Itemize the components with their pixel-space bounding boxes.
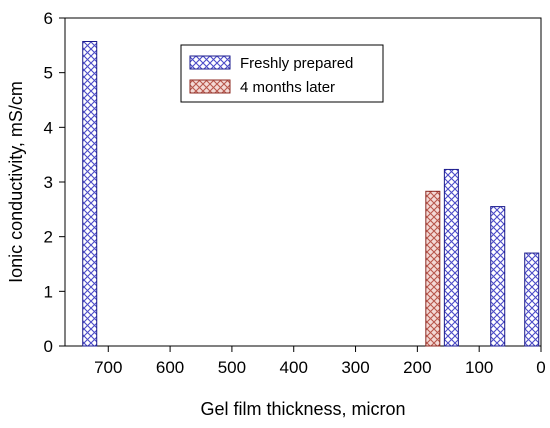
legend: Freshly prepared 4 months later [180, 44, 384, 103]
legend-swatch-freshly-prepared [189, 55, 231, 70]
x-tick-label-600: 600 [156, 358, 184, 377]
x-axis-title: Gel film thickness, micron [200, 399, 405, 419]
y-tick-label-1: 1 [44, 282, 53, 301]
legend-label-4-months-later: 4 months later [240, 79, 335, 96]
y-tick-label-0: 0 [44, 337, 53, 356]
x-tick-label-500: 500 [218, 358, 246, 377]
y-tick-label-5: 5 [44, 64, 53, 83]
bar-freshly-prepared-0 [82, 41, 98, 347]
y-axis-title: Ionic conductivity, mS/cm [6, 81, 26, 283]
bar-freshly-prepared-1 [443, 168, 459, 347]
bar-freshly-prepared-2 [490, 206, 506, 347]
x-tick-label-0: 0 [536, 358, 545, 377]
bar-freshly-prepared-3 [524, 252, 540, 347]
legend-swatch-4-months-later [189, 79, 231, 94]
x-tick-label-100: 100 [465, 358, 493, 377]
x-tick-label-200: 200 [403, 358, 431, 377]
y-tick-label-2: 2 [44, 228, 53, 247]
y-tick-label-6: 6 [44, 9, 53, 28]
x-tick-label-300: 300 [341, 358, 369, 377]
y-tick-label-3: 3 [44, 173, 53, 192]
y-tick-label-4: 4 [44, 118, 53, 137]
x-tick-label-700: 700 [94, 358, 122, 377]
bar-4-months-later-0 [425, 190, 441, 347]
x-tick-label-400: 400 [280, 358, 308, 377]
legend-label-freshly-prepared: Freshly prepared [240, 55, 353, 72]
